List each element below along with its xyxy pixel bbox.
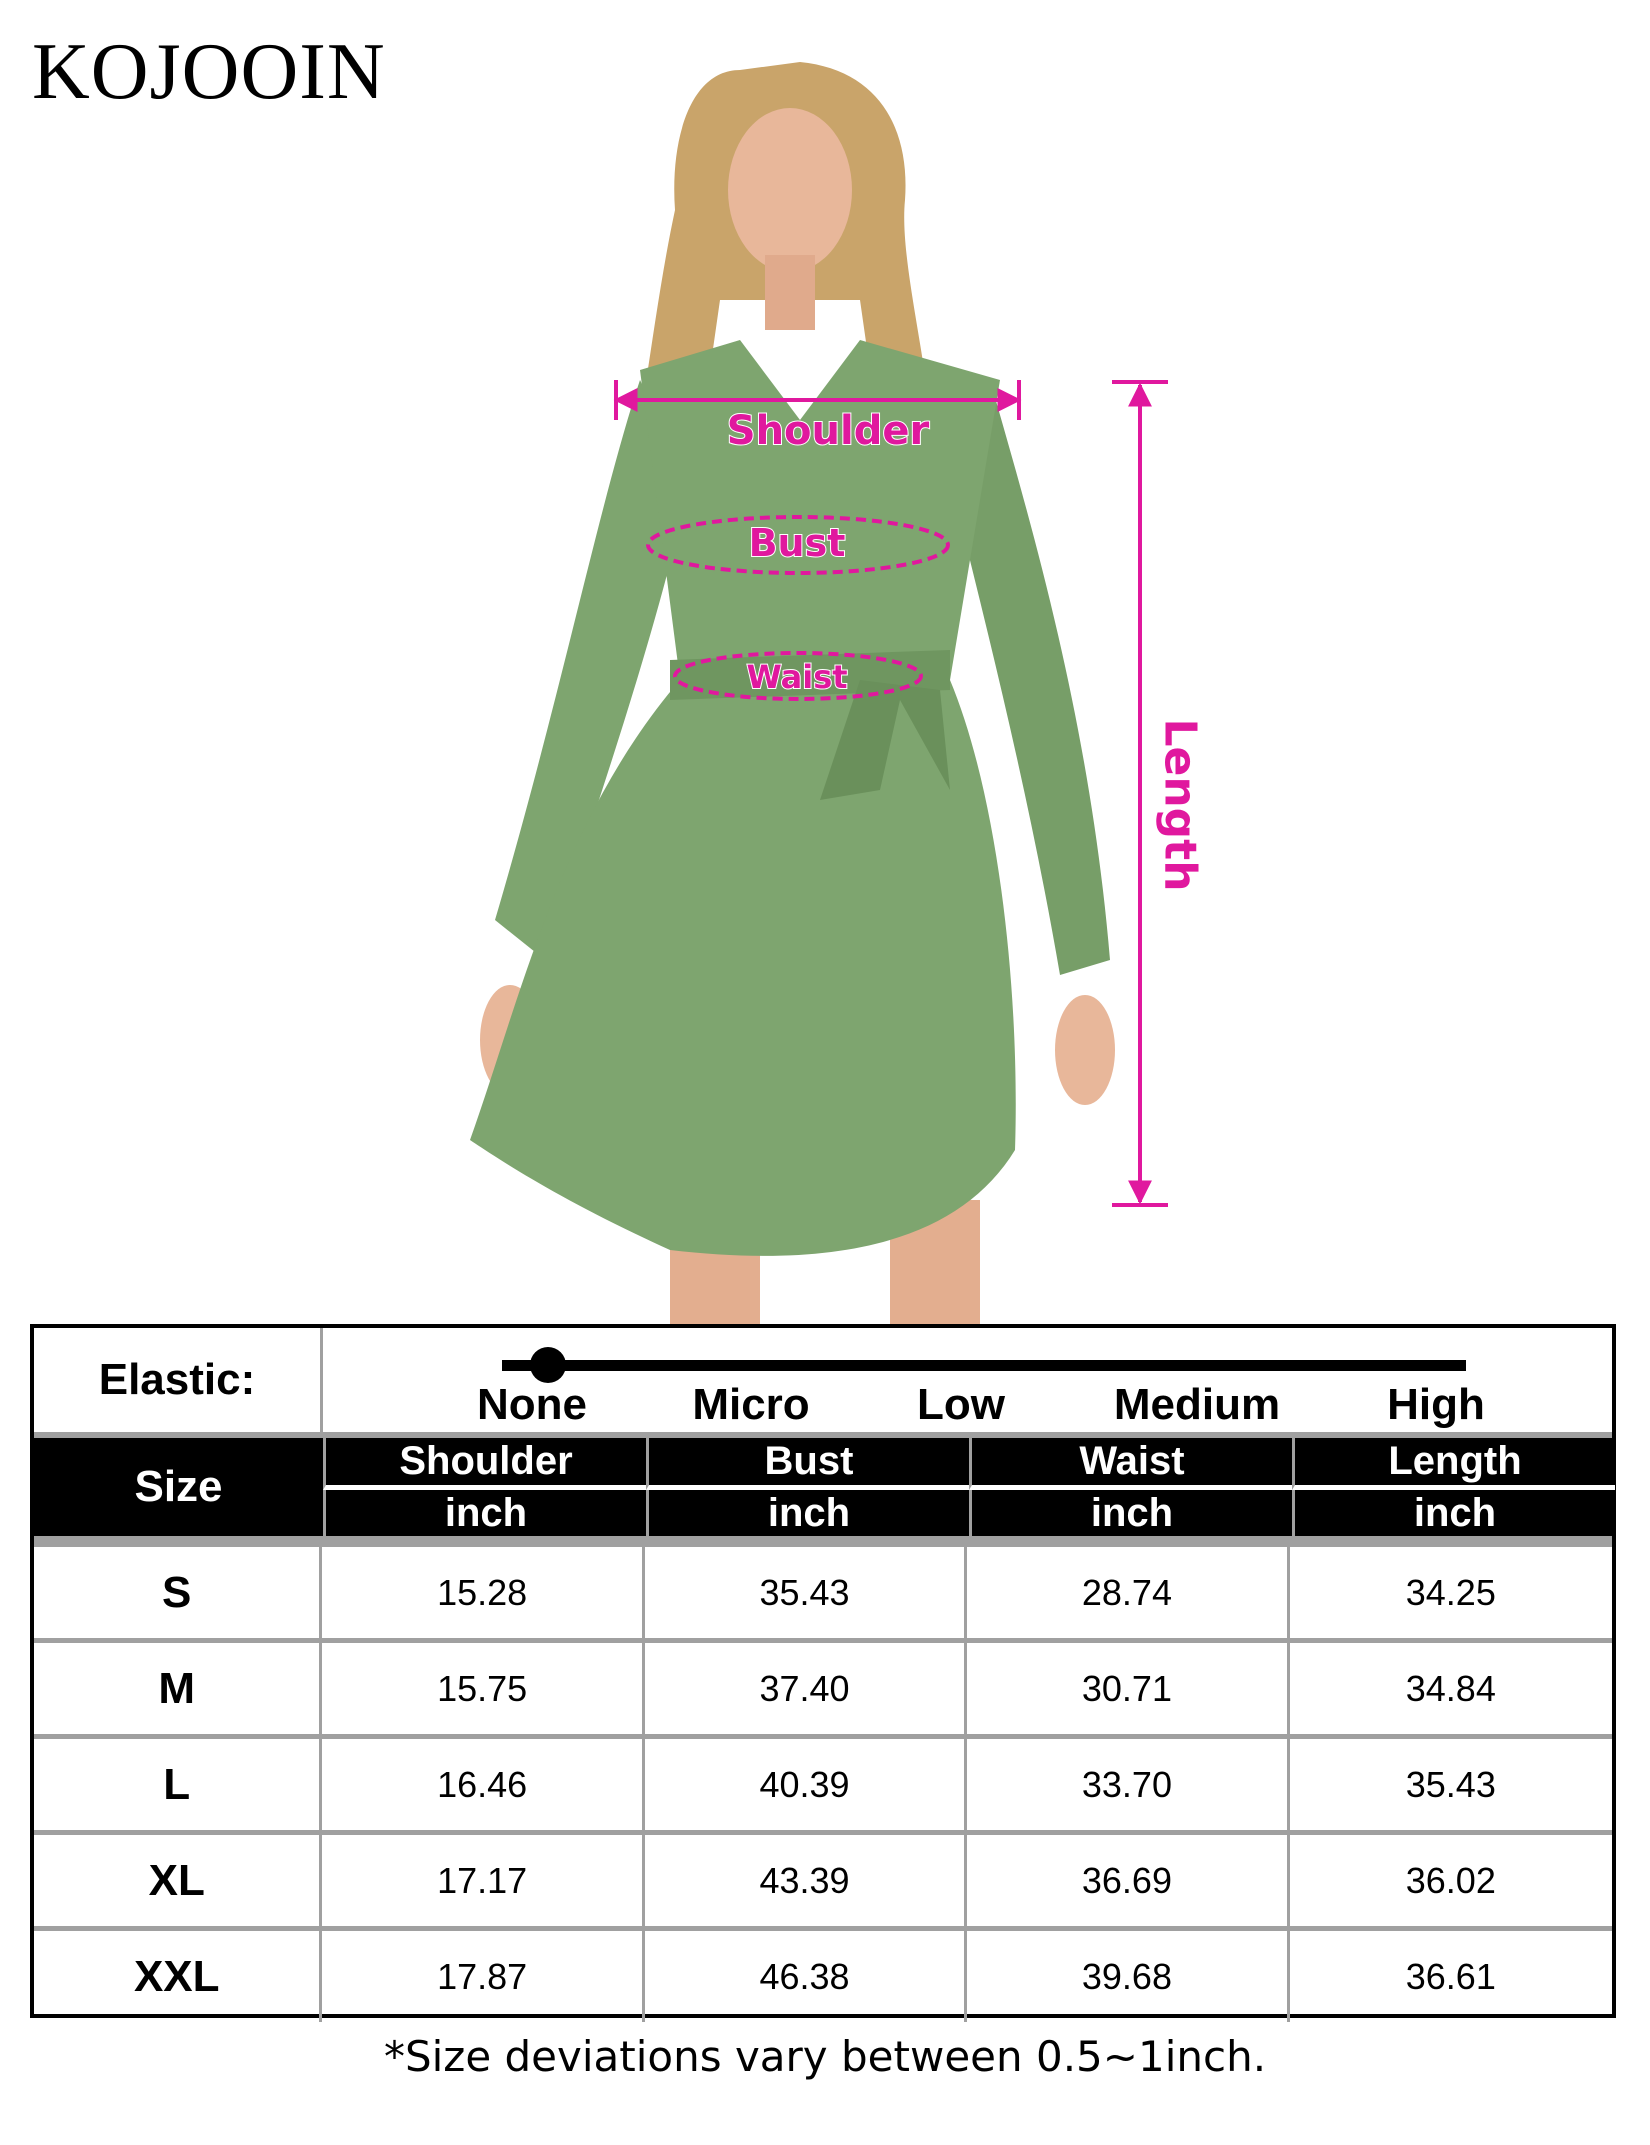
value-cell: 17.87 — [322, 1931, 645, 2022]
value-cell: 46.38 — [645, 1931, 968, 2022]
value-cell: 30.71 — [967, 1643, 1290, 1734]
column-header: Shoulder — [323, 1438, 646, 1490]
value-cell: 33.70 — [967, 1739, 1290, 1830]
column-header: Bust — [646, 1438, 969, 1490]
value-cell: 15.28 — [322, 1547, 645, 1638]
value-cell: 43.39 — [645, 1835, 968, 1926]
elastic-label: Elastic: — [34, 1328, 323, 1432]
table-row: S 15.28 35.43 28.74 34.25 — [34, 1542, 1612, 1638]
bust-label: Bust — [748, 520, 847, 566]
value-cell: 16.46 — [322, 1739, 645, 1830]
dress — [470, 340, 1016, 1256]
column-unit: inch — [1292, 1490, 1615, 1536]
column-unit: inch — [323, 1490, 646, 1536]
column-header: Waist — [969, 1438, 1292, 1490]
elastic-level-low: Low — [917, 1380, 1005, 1429]
face — [728, 108, 852, 272]
value-cell: 37.40 — [645, 1643, 968, 1734]
size-cell: XL — [34, 1835, 323, 1926]
size-chart-table: Elastic: None Micro Low Medium High Size… — [30, 1324, 1616, 2022]
value-cell: 36.02 — [1405, 1859, 1496, 1901]
value-cell: 34.84 — [1405, 1667, 1496, 1709]
elasticity-indicator — [530, 1347, 566, 1383]
value-cell: 36.69 — [967, 1835, 1290, 1926]
column-unit: inch — [646, 1490, 969, 1536]
left-sleeve — [495, 380, 690, 960]
value-cell: 35.43 — [1405, 1763, 1496, 1805]
length-label: Length — [1154, 717, 1207, 892]
value-cell: 28.74 — [967, 1547, 1290, 1638]
table-header: Size Shoulder Bust Waist Length inch inc… — [34, 1432, 1615, 1542]
column-unit: inch — [969, 1490, 1292, 1536]
value-cell: 35.43 — [645, 1547, 968, 1638]
table-row: XXL 17.87 46.38 39.68 36.61 — [34, 1926, 1612, 2022]
model-photo — [470, 62, 1168, 1330]
size-header: Size — [134, 1462, 223, 1511]
column-header: Length — [1292, 1438, 1615, 1490]
table-row: L 16.46 40.39 33.70 35.43 — [34, 1734, 1612, 1830]
size-deviation-note: *Size deviations vary between 0.5~1inch. — [383, 2032, 1267, 2081]
value-cell: 15.75 — [322, 1643, 645, 1734]
elasticity-scale — [502, 1360, 1466, 1371]
table-row: XL 17.17 43.39 36.69 36.02 — [34, 1830, 1612, 1926]
value-cell: 36.61 — [1405, 1955, 1496, 1997]
elastic-level-high: High — [1387, 1380, 1485, 1429]
size-cell: XXL — [34, 1931, 323, 2022]
size-cell: L — [34, 1739, 323, 1830]
elastic-level-none: None — [477, 1380, 587, 1429]
waist-label: Waist — [745, 657, 848, 697]
brand-logo: KOJOOIN — [32, 28, 386, 116]
elastic-level-medium: Medium — [1113, 1380, 1281, 1429]
table-row: M 15.75 37.40 30.71 34.84 — [34, 1638, 1612, 1734]
elastic-level-micro: Micro — [692, 1380, 810, 1429]
value-cell: 17.17 — [322, 1835, 645, 1926]
value-cell: 34.25 — [1405, 1571, 1496, 1613]
shoulder-label: Shoulder — [726, 407, 930, 455]
size-cell: S — [34, 1547, 323, 1638]
right-sleeve — [950, 380, 1110, 975]
size-cell: M — [34, 1643, 323, 1734]
value-cell: 39.68 — [967, 1931, 1290, 2022]
value-cell: 40.39 — [645, 1739, 968, 1830]
